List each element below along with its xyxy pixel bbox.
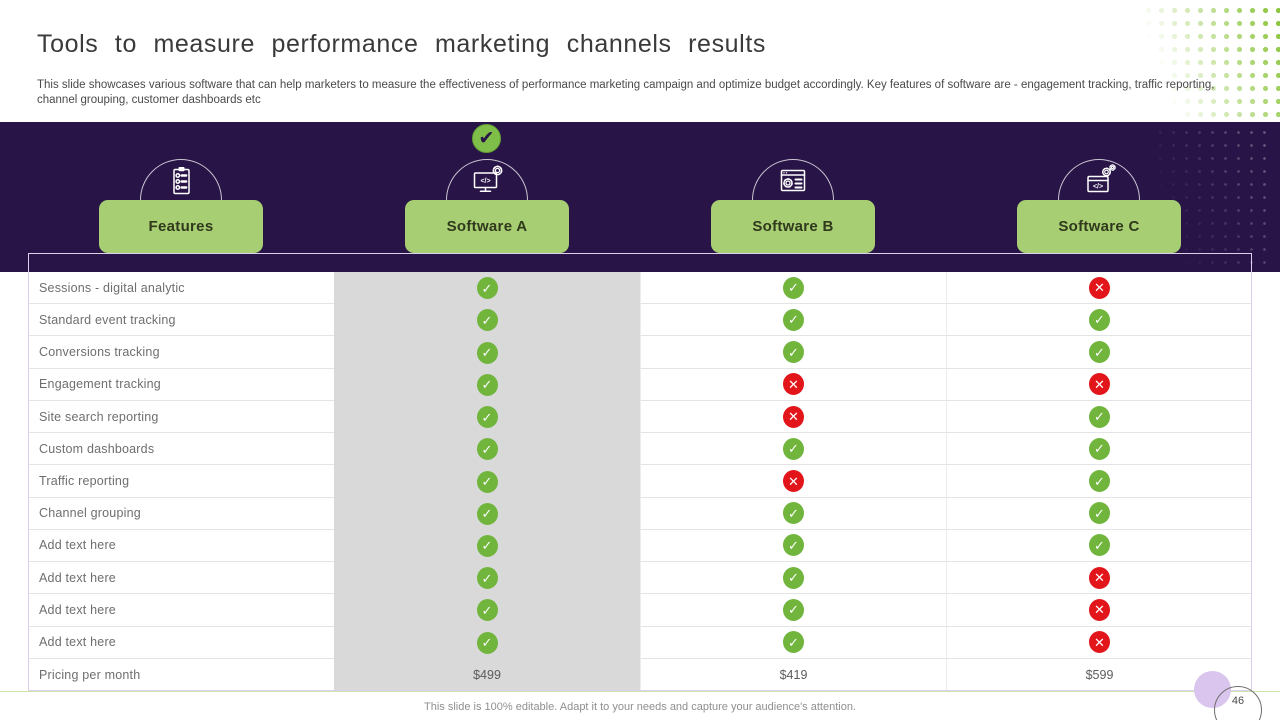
table-row: Add text here (29, 529, 1252, 563)
feature-label: Traffic reporting (29, 465, 334, 498)
monitor-code-gear-icon: </> (473, 165, 503, 193)
price-software-a: $499 (473, 667, 501, 682)
check-icon (476, 502, 498, 525)
footer-note: This slide is 100% editable. Adapt it to… (424, 701, 856, 713)
table-row: Add text here (29, 594, 1252, 627)
check-icon (1089, 502, 1110, 525)
check-icon (783, 502, 804, 525)
table-row: Site search reporting (29, 400, 1252, 434)
table-row: Conversions tracking (29, 336, 1252, 369)
table-row: Add text here (29, 626, 1252, 659)
check-icon (1089, 308, 1110, 331)
selected-check-badge-icon: ✔ (472, 124, 501, 153)
check-icon (476, 631, 498, 654)
header-band: Features ✔ </> Software A (0, 122, 1280, 272)
cross-icon (1089, 566, 1110, 589)
page-number: 46 (1231, 695, 1245, 707)
check-icon (476, 277, 498, 300)
check-icon (1089, 437, 1110, 460)
check-icon (783, 566, 804, 589)
check-icon (783, 631, 804, 654)
feature-label: Site search reporting (29, 401, 334, 434)
slide-subtitle: This slide showcases various software th… (37, 79, 1215, 107)
table-row: Add text here (29, 562, 1252, 595)
comparison-table: Sessions - digital analytic Standard eve… (29, 272, 1252, 692)
cross-icon (1089, 598, 1110, 621)
check-icon (476, 470, 498, 493)
table-row: Engagement tracking (29, 368, 1252, 401)
check-icon (476, 373, 498, 396)
feature-label: Add text here (29, 594, 334, 627)
check-icon (476, 309, 498, 332)
check-icon (783, 534, 804, 557)
check-icon (1089, 341, 1110, 364)
feature-label: Add text here (29, 627, 334, 659)
pricing-row-label: Pricing per month (39, 667, 141, 682)
cross-icon (783, 470, 804, 493)
check-icon (476, 341, 498, 364)
code-window-gears-icon: </> (1087, 164, 1116, 193)
cross-icon (783, 373, 804, 396)
price-software-c: $599 (1085, 667, 1114, 682)
table-row: Traffic reporting (29, 465, 1252, 498)
check-icon (476, 534, 498, 557)
dots-pattern-icon (1142, 4, 1280, 126)
feature-label: Conversions tracking (29, 336, 334, 369)
page-title: Tools to measure performance marketing c… (37, 30, 766, 58)
cross-icon (1089, 373, 1110, 396)
column-label-software-c: Software C (1017, 200, 1181, 253)
price-software-b: $419 (779, 667, 808, 682)
table-row: Custom dashboards (29, 433, 1252, 466)
check-icon (783, 276, 804, 299)
feature-label: Engagement tracking (29, 369, 334, 401)
browser-settings-list-icon (780, 169, 806, 192)
check-icon (476, 406, 498, 429)
feature-label: Standard event tracking (29, 304, 334, 337)
check-icon (1089, 405, 1110, 428)
pricing-row: Pricing per month $499 $419 $599 (29, 658, 1252, 692)
feature-label: Sessions - digital analytic (29, 272, 334, 305)
cross-icon (1089, 276, 1110, 299)
check-icon (476, 567, 498, 590)
checklist-clipboard-icon (173, 167, 190, 195)
table-row: Channel grouping (29, 497, 1252, 530)
table-row: Sessions - digital analytic (29, 272, 1252, 305)
check-icon (476, 599, 498, 622)
column-label-features: Features (99, 200, 263, 253)
check-icon (783, 308, 804, 331)
feature-label: Custom dashboards (29, 433, 334, 466)
check-icon (1089, 534, 1110, 557)
svg-text:</>: </> (1093, 184, 1103, 191)
cross-icon (1089, 631, 1110, 654)
column-label-software-a: Software A (405, 200, 569, 253)
cross-icon (783, 405, 804, 428)
column-label-software-b: Software B (711, 200, 875, 253)
svg-text:</>: </> (480, 178, 490, 185)
feature-label: Channel grouping (29, 498, 334, 530)
check-icon (783, 437, 804, 460)
check-icon (1089, 470, 1110, 493)
check-icon (783, 341, 804, 364)
feature-label: Add text here (29, 562, 334, 595)
footer-divider (0, 691, 1280, 692)
check-icon (783, 598, 804, 621)
feature-label: Add text here (29, 530, 334, 563)
check-icon (476, 438, 498, 461)
table-row: Standard event tracking (29, 304, 1252, 337)
